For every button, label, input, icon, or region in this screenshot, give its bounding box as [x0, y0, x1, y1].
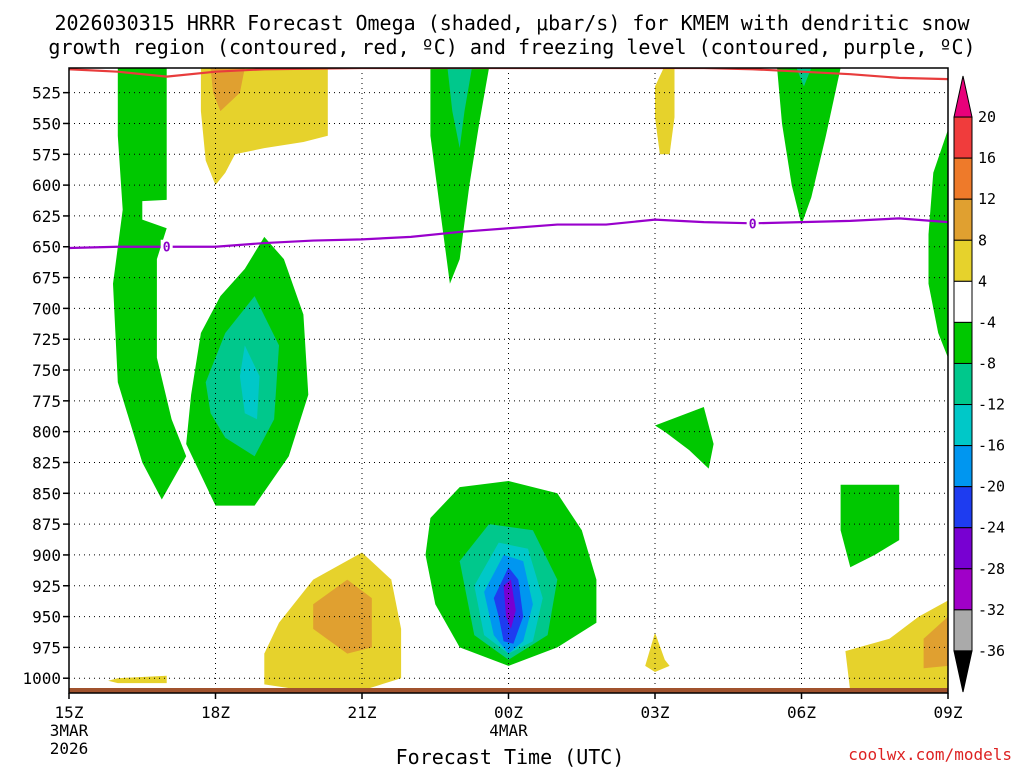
omega-region-16: [503, 579, 516, 629]
y-tick-label-1: 550: [32, 114, 61, 133]
dgz-contour-line: [69, 68, 948, 81]
x-tick-label-5: 06Z: [787, 703, 816, 722]
chart-title-line1: 2026030315 HRRR Forecast Omega (shaded, …: [54, 11, 970, 35]
omega-region-5: [447, 68, 472, 149]
omega-region-22: [313, 579, 372, 654]
contour-layer: 00: [69, 68, 948, 256]
gridlines: [69, 68, 948, 693]
y-tick-label-9: 750: [32, 361, 61, 380]
x-tick-label-3: 00Z: [494, 703, 523, 722]
colorbar-tick-label-13: -36: [978, 642, 1005, 660]
colorbar-segment-12: [953, 568, 973, 611]
y-tick-label-4: 625: [32, 207, 61, 226]
colorbar-segment-13: [953, 609, 973, 652]
colorbar-tick-label-4: 4: [978, 272, 987, 290]
colorbar-segment-3: [953, 198, 973, 241]
y-tick-label-16: 925: [32, 577, 61, 596]
omega-region-18: [210, 68, 245, 112]
omega-region-9: [655, 407, 714, 469]
colorbar-segment-6: [953, 321, 973, 364]
colorbar-tick-label-2: 12: [978, 190, 996, 208]
x-tick-label-6: 09Z: [934, 703, 963, 722]
omega-shading-layer: [108, 68, 948, 692]
omega-region-25: [923, 616, 948, 669]
colorbar-segment-2: [953, 157, 973, 200]
omega-region-0: [113, 68, 187, 500]
y-tick-label-13: 850: [32, 484, 61, 503]
x-axis-label: Forecast Time (UTC): [396, 745, 625, 768]
y-tick-label-14: 875: [32, 515, 61, 534]
y-tick-label-2: 575: [32, 145, 61, 164]
omega-region-23: [645, 632, 670, 672]
colorbar: 20 16 12 8 4 -4 -8 -12 -16 -20 -24 -28 -32 -36: [953, 75, 1005, 693]
y-tick-label-19: 1000: [22, 669, 61, 688]
colorbar-tick-label-11: -28: [978, 560, 1005, 578]
omega-region-24: [845, 600, 948, 692]
x-tick-label-0: 15Z: [55, 703, 84, 722]
colorbar-top-arrow: [953, 75, 973, 118]
terrain-fill: [69, 688, 948, 693]
colorbar-segment-9: [953, 445, 973, 488]
y-tick-label-12: 825: [32, 453, 61, 472]
x-tick-sublabel-0: 3MAR: [50, 721, 89, 740]
freezing-label-bg-1: [746, 216, 759, 231]
x-tick-label-2: 21Z: [348, 703, 377, 722]
y-tick-label-15: 900: [32, 546, 61, 565]
colorbar-tick-label-0: 20: [978, 108, 996, 126]
y-tick-label-5: 650: [32, 238, 61, 257]
colorbar-segment-8: [953, 404, 973, 447]
colorbar-bottom-arrow: [953, 650, 973, 693]
y-tick-label-6: 675: [32, 269, 61, 288]
x-tick-label-4: 03Z: [641, 703, 670, 722]
colorbar-tick-label-8: -16: [978, 437, 1005, 455]
omega-region-19: [655, 68, 675, 155]
colorbar-segment-5: [953, 280, 973, 323]
y-tick-label-18: 975: [32, 638, 61, 657]
y-tick-label-17: 950: [32, 608, 61, 627]
y-axis: 525 550 575 600 625 650 675 700 725 750 775 800 825 8…: [22, 84, 69, 688]
colorbar-segment-1: [953, 116, 973, 159]
omega-region-6: [777, 68, 841, 225]
y-tick-label-11: 800: [32, 423, 61, 442]
x-tick-label-1: 18Z: [201, 703, 230, 722]
x-tick-sublabel2-0: 2026: [50, 739, 89, 758]
colorbar-tick-label-3: 8: [978, 231, 987, 249]
colorbar-tick-label-7: -12: [978, 396, 1005, 414]
colorbar-segment-11: [953, 527, 973, 570]
colorbar-tick-label-10: -24: [978, 519, 1005, 537]
x-tick-sublabel-3: 4MAR: [489, 721, 528, 740]
credit-text: coolwx.com/models: [848, 745, 1012, 764]
omega-region-20: [108, 675, 167, 684]
colorbar-tick-label-12: -32: [978, 601, 1005, 619]
freezing-level-label-0: 0: [163, 241, 171, 256]
colorbar-tick-label-6: -8: [978, 354, 996, 372]
colorbar-segment-4: [953, 239, 973, 282]
freezing-level-label-1: 0: [749, 217, 757, 232]
colorbar-segment-10: [953, 486, 973, 529]
freezing-level-line: [69, 217, 948, 250]
colorbar-segment-7: [953, 362, 973, 406]
terrain-layer: [69, 688, 948, 693]
colorbar-tick-label-9: -20: [978, 478, 1005, 496]
omega-region-8: [928, 129, 948, 358]
y-tick-label-7: 700: [32, 299, 61, 318]
freezing-label-bg-0: [160, 239, 173, 254]
chart-title-line2: growth region (contoured, red, ºC) and f…: [48, 35, 975, 59]
colorbar-tick-label-5: -4: [978, 313, 996, 331]
y-tick-label-8: 725: [32, 330, 61, 349]
colorbar-tick-label-1: 16: [978, 149, 996, 167]
omega-region-10: [840, 484, 900, 568]
y-tick-label-0: 525: [32, 84, 61, 103]
omega-region-4: [430, 68, 489, 284]
y-tick-label-3: 600: [32, 176, 61, 195]
y-tick-label-10: 775: [32, 392, 61, 411]
